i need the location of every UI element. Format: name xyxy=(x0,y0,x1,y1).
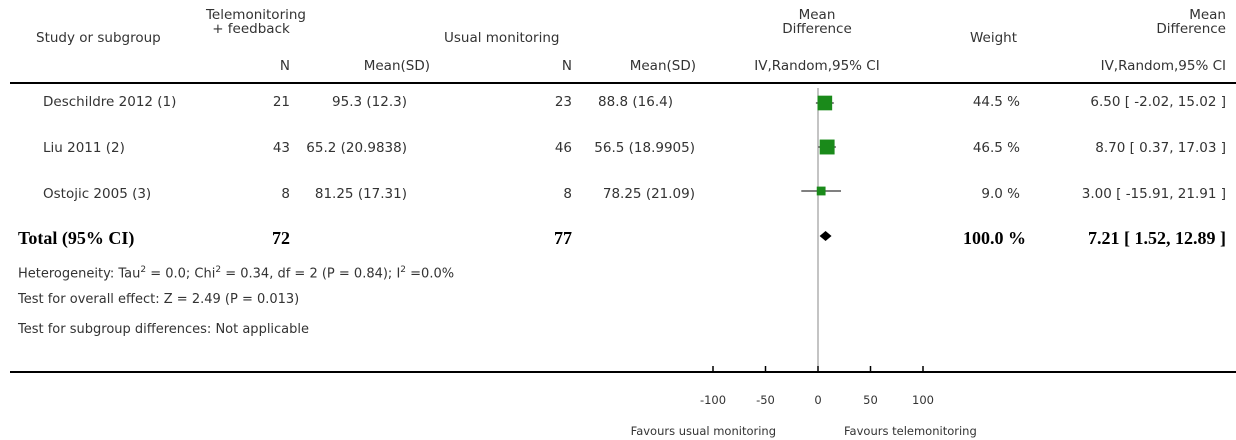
weight: 46.5 % xyxy=(972,140,1020,156)
n-ctrl: 8 xyxy=(563,186,572,202)
ci-text: 3.00 [ -15.91, 21.91 ] xyxy=(1081,186,1226,202)
tick-label: 100 xyxy=(912,393,934,407)
header-method-plot: IV,Random,95% CI xyxy=(754,58,880,74)
heterogeneity-text: Heterogeneity: Tau2 = 0.0; Chi2 = 0.34, … xyxy=(18,265,455,282)
tick-label: 0 xyxy=(814,393,821,407)
ci-text: 8.70 [ 0.37, 17.03 ] xyxy=(1095,140,1226,156)
effect-square xyxy=(817,95,833,111)
mean-ctrl: 78.25 (21.09) xyxy=(602,186,695,202)
total-weight: 100.0 % xyxy=(963,228,1026,248)
favours-right-label: Favours telemonitoring xyxy=(844,424,977,438)
weight: 44.5 % xyxy=(972,94,1020,110)
header-mean-ctrl: Mean(SD) xyxy=(629,58,696,74)
mean-exp: 81.25 (17.31) xyxy=(314,186,407,202)
n-ctrl: 23 xyxy=(554,94,572,110)
header-exp-group-line1: Telemonitoring xyxy=(205,7,306,23)
favours-left-label: Favours usual monitoring xyxy=(630,424,776,438)
header-ctrl-group: Usual monitoring xyxy=(444,30,560,46)
pooled-diamond xyxy=(819,231,832,241)
effect-square xyxy=(819,139,835,155)
effect-square xyxy=(816,186,826,196)
study-name: Liu 2011 (2) xyxy=(43,140,125,156)
tick-label: 50 xyxy=(863,393,878,407)
header-exp-group-line2: + feedback xyxy=(212,21,290,37)
mean-exp: 65.2 (20.9838) xyxy=(306,140,407,156)
total-ci-text: 7.21 [ 1.52, 12.89 ] xyxy=(1088,228,1226,248)
mean-ctrl: 88.8 (16.4) xyxy=(598,94,673,110)
header-md2-line1: Mean xyxy=(1189,7,1226,23)
n-exp: 43 xyxy=(272,140,290,156)
tick-label: -50 xyxy=(756,393,775,407)
header-md2-line2: Difference xyxy=(1156,21,1226,37)
header-rule xyxy=(10,82,1236,84)
axis-rule xyxy=(10,371,1236,373)
study-name: Ostojic 2005 (3) xyxy=(43,186,152,202)
header-study: Study or subgroup xyxy=(36,30,161,46)
total-n-ctrl: 77 xyxy=(554,228,572,248)
n-exp: 21 xyxy=(272,94,290,110)
weight: 9.0 % xyxy=(981,186,1020,202)
header-method-text: IV,Random,95% CI xyxy=(1100,58,1226,74)
header-md-line1: Mean xyxy=(798,7,836,23)
n-ctrl: 46 xyxy=(554,140,572,156)
mean-exp: 95.3 (12.3) xyxy=(332,94,407,110)
ci-text: 6.50 [ -2.02, 15.02 ] xyxy=(1090,94,1226,110)
study-name: Deschildre 2012 (1) xyxy=(43,94,177,110)
tick-label: -100 xyxy=(700,393,726,407)
header-n-ctrl: N xyxy=(561,58,572,74)
n-exp: 8 xyxy=(281,186,290,202)
total-label: Total (95% CI) xyxy=(18,228,135,248)
header-weight: Weight xyxy=(970,30,1018,46)
total-n-exp: 72 xyxy=(272,228,290,248)
subgroup-diff-text: Test for subgroup differences: Not appli… xyxy=(18,322,310,337)
header-n-exp: N xyxy=(279,58,290,74)
header-md-line2: Difference xyxy=(782,21,852,37)
overall-effect-text: Test for overall effect: Z = 2.49 (P = 0… xyxy=(18,292,300,307)
header-mean-exp: Mean(SD) xyxy=(363,58,430,74)
mean-ctrl: 56.5 (18.9905) xyxy=(594,140,695,156)
